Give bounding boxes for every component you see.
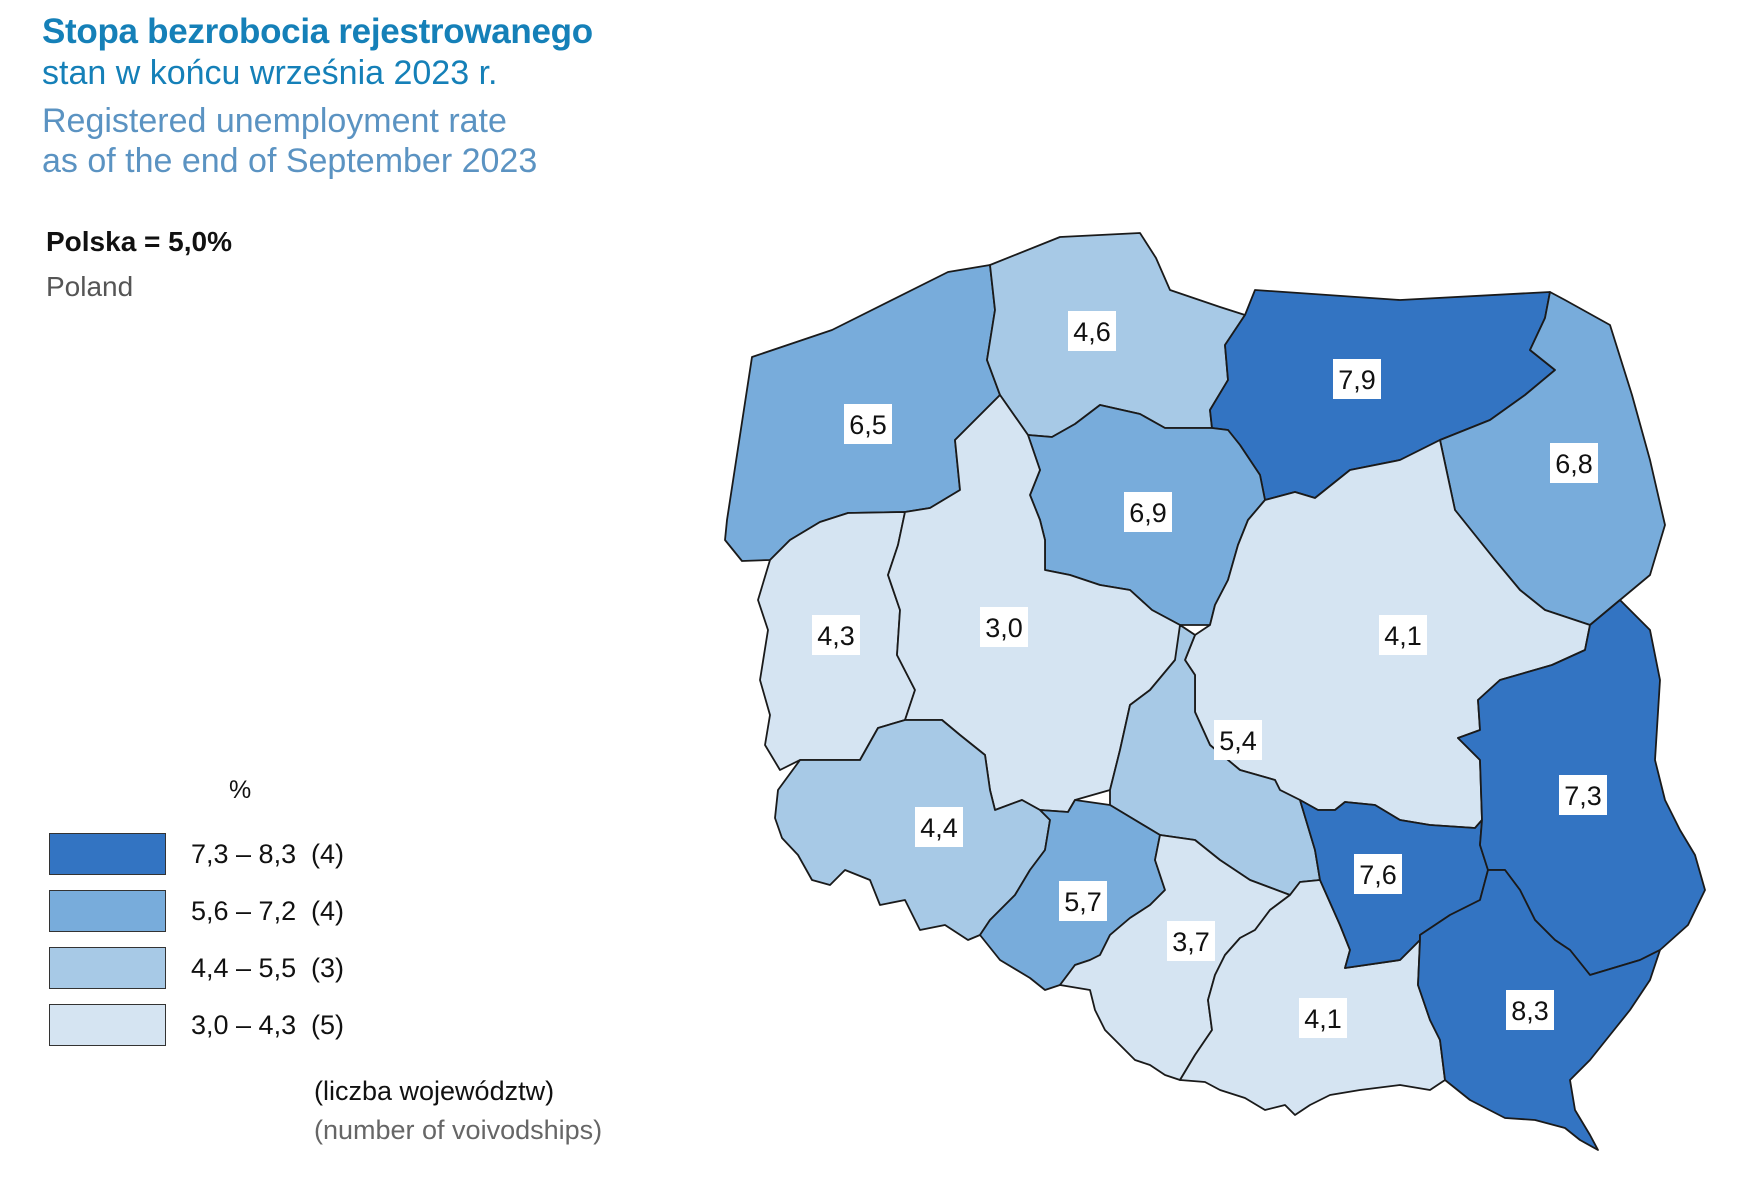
region-value: 4,3 — [817, 621, 855, 651]
region-value-label: 4,1 — [1299, 998, 1347, 1038]
legend-count: (4) — [311, 896, 344, 926]
legend-footnote-en: (number of voivodships) — [314, 1115, 603, 1145]
value-label-box — [915, 807, 963, 847]
legend-swatch — [49, 947, 166, 989]
region-value: 4,1 — [1304, 1004, 1342, 1034]
legend-count: (4) — [311, 839, 344, 869]
legend-range: 3,0 – 4,3 — [191, 1010, 297, 1040]
value-label-box — [1068, 311, 1116, 351]
region-value: 6,9 — [1129, 498, 1167, 528]
map-subtitle-en: as of the end of September 2023 — [42, 142, 538, 180]
national-rate-en: Poland — [46, 271, 134, 302]
region-value: 5,4 — [1219, 726, 1257, 756]
legend-range: 7,3 – 8,3 — [191, 839, 297, 869]
legend-count: (3) — [311, 953, 344, 983]
legend-swatch — [49, 890, 166, 932]
region-value: 8,3 — [1511, 996, 1549, 1026]
region-value-label: 5,7 — [1059, 881, 1107, 921]
region-value-label: 5,4 — [1214, 720, 1262, 760]
value-label-box — [844, 404, 892, 444]
region-value: 5,7 — [1064, 887, 1102, 917]
value-label-box — [1333, 359, 1381, 399]
legend-range: 4,4 – 5,5 — [191, 953, 297, 983]
region-value: 4,1 — [1384, 621, 1422, 651]
legend-range: 5,6 – 7,2 — [191, 896, 297, 926]
map-subtitle: stan w końcu września 2023 r. — [42, 54, 498, 92]
region-value-label: 4,3 — [812, 615, 860, 655]
region-value-label: 4,1 — [1379, 615, 1427, 655]
value-label-box — [980, 607, 1028, 647]
region-value-label: 3,0 — [980, 607, 1028, 647]
region-value: 6,8 — [1555, 449, 1593, 479]
region-value: 6,5 — [849, 410, 887, 440]
map-title-en: Registered unemployment rate — [42, 102, 507, 140]
region-value-label: 8,3 — [1506, 990, 1554, 1030]
region-value-label: 7,9 — [1333, 359, 1381, 399]
region-value-label: 7,3 — [1559, 775, 1607, 815]
region-value: 3,7 — [1172, 927, 1210, 957]
value-label-box — [1214, 720, 1262, 760]
value-label-box — [1379, 615, 1427, 655]
value-label-box — [1124, 492, 1172, 532]
region-value-label: 6,9 — [1124, 492, 1172, 532]
region-value: 4,4 — [920, 813, 958, 843]
value-label-box — [1167, 921, 1215, 961]
value-label-box — [1354, 854, 1402, 894]
region-value-label: 6,5 — [844, 404, 892, 444]
region-value: 4,6 — [1073, 317, 1111, 347]
legend-swatch — [49, 1004, 166, 1046]
region-value: 7,3 — [1564, 781, 1602, 811]
region-value: 3,0 — [985, 613, 1023, 643]
legend-count: (5) — [311, 1010, 344, 1040]
region-value: 7,9 — [1338, 365, 1376, 395]
region-value-label: 4,4 — [915, 807, 963, 847]
region-value-label: 4,6 — [1068, 311, 1116, 351]
region-value-label: 7,6 — [1354, 854, 1402, 894]
legend-swatch — [49, 833, 166, 875]
value-label-box — [1550, 443, 1598, 483]
region-value: 7,6 — [1359, 860, 1397, 890]
value-label-box — [1559, 775, 1607, 815]
legend-unit: % — [229, 776, 252, 804]
value-label-box — [1299, 998, 1347, 1038]
region-value-label: 3,7 — [1167, 921, 1215, 961]
value-label-box — [1506, 990, 1554, 1030]
region-value-label: 6,8 — [1550, 443, 1598, 483]
national-rate: Polska = 5,0% — [46, 226, 233, 257]
value-label-box — [1059, 881, 1107, 921]
value-label-box — [812, 615, 860, 655]
legend-footnote: (liczba województw) — [314, 1076, 555, 1106]
map-title: Stopa bezrobocia rejestrowanego — [42, 12, 593, 51]
